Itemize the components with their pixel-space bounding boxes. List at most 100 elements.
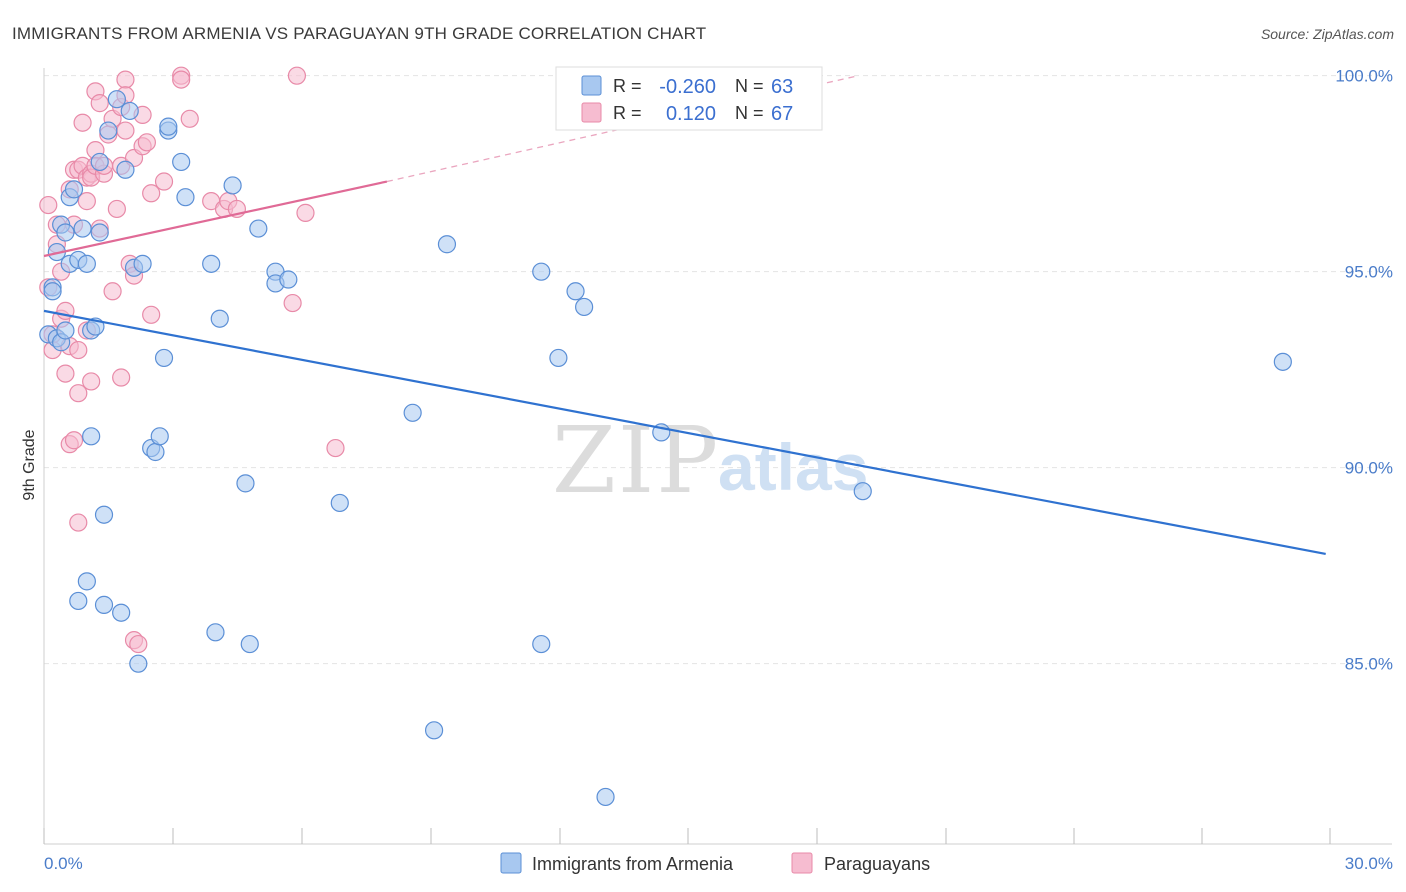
point-armenia-7: [56, 321, 75, 340]
point-paraguayans-38: [107, 199, 126, 219]
y-tick-label-2: 90.0%: [1345, 459, 1393, 478]
point-paraguayans-41: [112, 368, 131, 387]
series-legend-label-paraguayans: Paraguayans: [824, 854, 930, 874]
point-armenia-57: [575, 297, 594, 317]
point-paraguayans-37: [103, 282, 122, 301]
trend-lines: [43, 75, 1326, 556]
point-armenia-33: [150, 427, 169, 446]
point-paraguayans-18: [69, 384, 88, 403]
stats-legend-n-label-pink: N =: [735, 103, 764, 123]
point-armenia-24: [107, 90, 126, 109]
gridlines: [44, 75, 1390, 665]
stats-legend-r-value-blue: -0.260: [659, 76, 716, 98]
point-paraguayans-22: [77, 192, 96, 211]
point-paraguayans-65: [287, 66, 307, 85]
point-armenia-30: [133, 254, 152, 273]
y-tick-label-3: 85.0%: [1345, 655, 1393, 674]
watermark-zip: ZIP: [552, 407, 720, 514]
series-legend-label-armenia: Immigrants from Armenia: [532, 854, 734, 874]
series-legend-swatch-paraguayans: [791, 852, 813, 874]
point-armenia-23: [99, 121, 118, 140]
point-armenia-54: [532, 634, 551, 654]
series-armenia-points: [39, 90, 1292, 807]
x-tick-label-0: 0.0%: [44, 854, 83, 873]
stats-legend-r-label-blue: R =: [613, 76, 642, 96]
point-armenia-56: [566, 282, 585, 301]
point-armenia-6: [56, 223, 75, 242]
point-paraguayans-54: [142, 305, 161, 324]
stats-legend-n-value-blue: 63: [771, 76, 793, 98]
point-armenia-52: [437, 235, 457, 254]
stats-legend-swatch-blue: [581, 75, 602, 96]
point-paraguayans-49: [129, 634, 148, 654]
point-armenia-26: [116, 160, 135, 179]
point-armenia-45: [249, 219, 268, 238]
point-armenia-13: [73, 219, 92, 238]
point-armenia-43: [236, 474, 255, 493]
point-armenia-15: [77, 572, 96, 591]
point-armenia-55: [549, 348, 568, 368]
point-armenia-21: [94, 505, 114, 524]
watermark-atlas: atlas: [718, 430, 868, 504]
point-armenia-29: [129, 654, 148, 673]
trend-line-paraguayans-extension: [386, 75, 859, 183]
point-paraguayans-53: [142, 184, 161, 203]
point-armenia-20: [90, 223, 109, 242]
point-paraguayans-8: [56, 364, 75, 383]
point-armenia-38: [176, 188, 195, 207]
point-armenia-25: [112, 603, 131, 622]
point-paraguayans-27: [82, 372, 101, 391]
point-armenia-60: [853, 482, 872, 501]
point-armenia-48: [279, 270, 298, 289]
stats-legend-n-label-blue: N =: [735, 76, 764, 96]
y-axis-label: 9th Grade: [21, 429, 38, 500]
y-tick-label-1: 95.0%: [1345, 263, 1393, 282]
point-armenia-22: [94, 595, 114, 614]
stats-legend-n-value-pink: 67: [771, 103, 793, 125]
x-tick-labels: 0.0% 30.0%: [44, 854, 1393, 873]
point-armenia-32: [146, 442, 165, 462]
point-armenia-17: [82, 427, 101, 446]
point-armenia-11: [69, 591, 88, 611]
trend-line-paraguayans: [43, 180, 388, 258]
y-tick-label-0: 100.0%: [1335, 67, 1393, 86]
stats-legend-swatch-pink: [581, 102, 602, 123]
series-legend-swatch-armenia: [500, 852, 522, 874]
point-armenia-36: [159, 117, 178, 136]
point-paraguayans-66: [172, 70, 191, 89]
point-armenia-44: [240, 634, 259, 654]
stats-legend: R = -0.260 N = 63 R = 0.120 N = 67: [555, 66, 823, 131]
point-armenia-40: [206, 623, 225, 642]
point-paraguayans-64: [326, 438, 345, 458]
point-armenia-14: [77, 254, 96, 273]
point-armenia-58: [596, 787, 615, 807]
point-armenia-49: [330, 493, 349, 513]
watermark: ZIP atlas: [552, 407, 868, 514]
point-paraguayans-52: [137, 133, 156, 152]
point-paraguayans-19: [69, 513, 88, 532]
point-paraguayans-62: [283, 293, 302, 313]
point-paraguayans-20: [73, 113, 92, 132]
point-armenia-53: [532, 262, 551, 281]
stats-legend-r-label-pink: R =: [613, 103, 642, 123]
point-paraguayans-42: [116, 70, 135, 89]
point-armenia-34: [154, 348, 174, 368]
point-armenia-27: [120, 101, 139, 121]
trend-line-armenia: [43, 309, 1326, 556]
point-paraguayans-0: [39, 195, 58, 215]
point-paraguayans-63: [296, 203, 315, 222]
point-paraguayans-57: [180, 109, 199, 128]
point-paraguayans-43: [116, 121, 135, 140]
point-paraguayans-17: [69, 340, 88, 360]
stats-legend-r-value-pink: 0.120: [666, 103, 716, 125]
point-paraguayans-15: [64, 431, 84, 450]
y-tick-labels: 100.0% 95.0% 90.0% 85.0%: [1335, 67, 1393, 674]
point-paraguayans-31: [90, 94, 109, 113]
point-armenia-61: [1273, 352, 1292, 371]
x-tick-label-1: 30.0%: [1345, 854, 1393, 873]
point-armenia-62: [43, 282, 62, 301]
point-armenia-42: [223, 176, 242, 195]
series-legend: Immigrants from Armenia Paraguayans: [500, 852, 930, 874]
point-armenia-19: [90, 152, 109, 172]
